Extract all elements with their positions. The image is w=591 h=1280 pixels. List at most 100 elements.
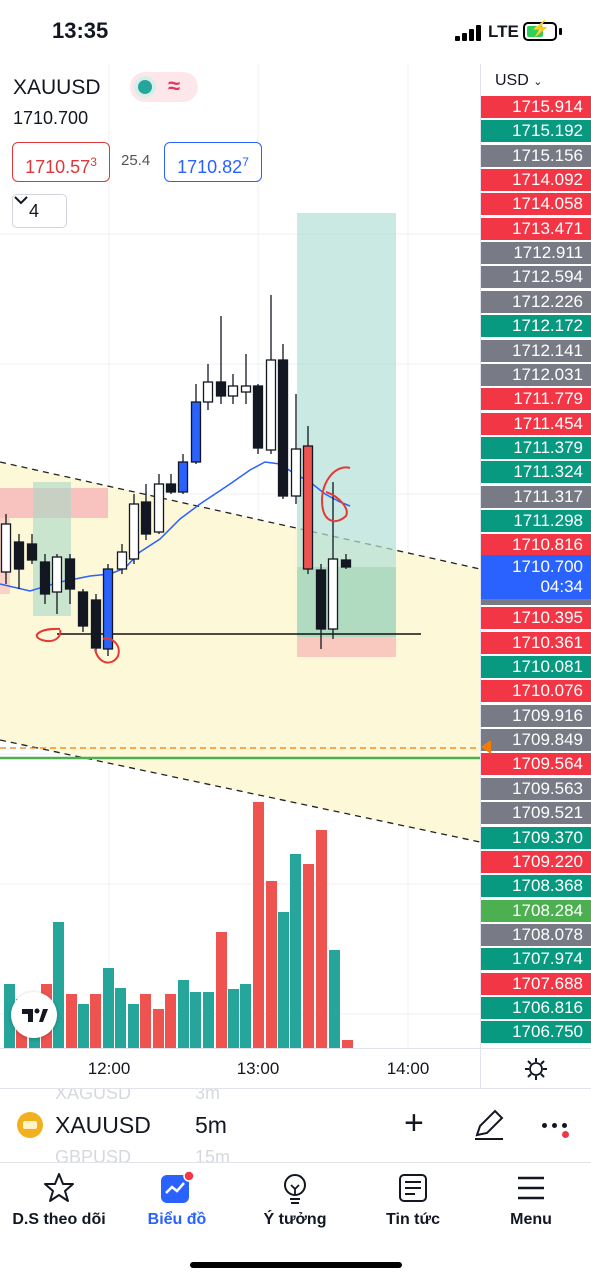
chart-symbol-title[interactable]: XAUUSD: [13, 76, 101, 99]
cellular-signal-icon: [455, 25, 483, 41]
chevron-down-icon: [14, 196, 28, 205]
price-label: 1709.370: [481, 826, 591, 849]
price-label: 1707.974: [481, 948, 591, 971]
price-label: 1709.564: [481, 753, 591, 776]
current-price-label: 1710.700 04:34: [481, 555, 591, 599]
chart-last-price: 1710.700: [13, 108, 89, 128]
time-label: 12:00: [87, 1059, 131, 1078]
chart-canvas[interactable]: XAUUSD ≈ 1710.700 1710.573 25.4 1710.827…: [0, 64, 480, 1048]
price-label: 1710.076: [481, 680, 591, 703]
chevron-down-icon: ⌄: [533, 76, 543, 88]
charging-bolt-icon: ⚡: [530, 21, 550, 38]
price-label: 1711.324: [481, 461, 591, 484]
more-options-icon[interactable]: [542, 1117, 572, 1138]
lightbulb-icon: [284, 1174, 306, 1204]
market-open-icon: [138, 80, 152, 94]
price-label: 1714.092: [481, 169, 591, 192]
tab-news[interactable]: Tin tức: [354, 1171, 472, 1229]
wave-icon: ≈: [168, 73, 181, 98]
market-status-badge[interactable]: ≈: [130, 72, 198, 102]
price-label: 1711.454: [481, 412, 591, 435]
price-label: 1709.521: [481, 802, 591, 825]
demand-zone: [33, 482, 71, 616]
price-label: 1710.361: [481, 631, 591, 654]
price-label: 1715.156: [481, 144, 591, 167]
symbol-toolbar: XAGUSD 3m XAUUSD 5m GBPUSD 15m +: [0, 1088, 591, 1162]
chart-settings-button[interactable]: [480, 1048, 591, 1088]
price-label: 1710.395: [481, 607, 591, 630]
interval-selector[interactable]: 5m: [195, 1112, 227, 1138]
status-bar: 13:35 LTE ⚡: [0, 0, 591, 64]
time-axis[interactable]: 12:00 13:00 14:00: [0, 1048, 480, 1088]
tab-menu[interactable]: Menu: [472, 1171, 590, 1229]
ghost-prev-symbol: XAGUSD: [55, 1088, 132, 1103]
price-label: 1709.849: [481, 729, 591, 752]
position-entry-zone: [297, 567, 396, 637]
price-label: 1709.563: [481, 777, 591, 800]
price-label: 1706.750: [481, 1021, 591, 1044]
price-label: 1711.379: [481, 436, 591, 459]
time-label: 14:00: [386, 1059, 430, 1078]
price-label: 1707.688: [481, 972, 591, 995]
tab-watchlist[interactable]: D.S theo dõi: [0, 1171, 118, 1229]
tab-ideas[interactable]: Ý tưởng: [236, 1171, 354, 1229]
symbol-selector[interactable]: XAUUSD: [55, 1112, 151, 1138]
alert-marker-icon: [481, 740, 491, 754]
indicator-count: 4: [29, 201, 40, 221]
home-indicator: [190, 1262, 402, 1268]
price-label: 1711.298: [481, 509, 591, 532]
chart-svg[interactable]: [0, 64, 480, 1048]
price-label: 1715.192: [481, 120, 591, 143]
price-label: 1715.914: [481, 96, 591, 118]
price-label: 1712.031: [481, 363, 591, 386]
price-label: 1712.141: [481, 339, 591, 362]
price-label: 1708.078: [481, 923, 591, 946]
drawing-pen-icon[interactable]: [472, 1107, 506, 1141]
price-label: 1711.779: [481, 388, 591, 411]
sell-button[interactable]: 1710.573: [12, 142, 110, 182]
gear-icon: [525, 1058, 547, 1080]
menu-icon: [518, 1176, 544, 1200]
battery-icon: [523, 22, 557, 41]
add-button[interactable]: +: [404, 1104, 424, 1142]
volume-bars: [4, 802, 353, 1048]
tradingview-logo-icon[interactable]: [11, 992, 57, 1038]
news-icon: [399, 1174, 427, 1202]
annotation-scribble-left: [35, 627, 62, 642]
chart-icon: [161, 1171, 195, 1203]
candles: [0, 295, 352, 656]
price-label: 1706.816: [481, 996, 591, 1019]
price-scale[interactable]: USD ⌄ 1715.914 1715.192 1715.156 1714.092 17…: [480, 64, 591, 1048]
ghost-next-symbol: GBPUSD: [55, 1147, 132, 1162]
price-label: 1708.284: [481, 899, 591, 922]
status-time: 13:35: [52, 18, 109, 43]
bottom-tab-bar: D.S theo dõi Biểu đồ Ý tưởng Tin tức Men…: [0, 1162, 591, 1280]
star-icon: [44, 1173, 74, 1202]
annotation-scribble-bottom: [94, 637, 120, 664]
position-loss-zone: [297, 637, 396, 657]
price-label: 1711.317: [481, 485, 591, 508]
price-label: 1709.916: [481, 704, 591, 727]
price-label: 1708.368: [481, 875, 591, 898]
price-label: 1712.172: [481, 315, 591, 338]
price-label: 1710.081: [481, 656, 591, 679]
ghost-prev-interval: 3m: [195, 1088, 221, 1103]
annotation-scribble-top: [320, 466, 351, 523]
price-label: 1712.226: [481, 290, 591, 313]
tab-chart[interactable]: Biểu đồ: [118, 1171, 236, 1229]
ghost-next-interval: 15m: [195, 1147, 231, 1162]
network-type: LTE: [488, 22, 519, 41]
price-label: 1710.816: [481, 534, 591, 557]
price-label: 1714.058: [481, 193, 591, 216]
price-label: 1709.220: [481, 850, 591, 873]
indicators-toggle[interactable]: 4: [12, 194, 67, 228]
triangle-upper-line: [0, 461, 480, 570]
time-label: 13:00: [236, 1059, 280, 1078]
spread-value: 25.4: [121, 152, 151, 169]
currency-selector[interactable]: USD ⌄: [495, 72, 543, 89]
price-label: 1712.594: [481, 266, 591, 289]
buy-button[interactable]: 1710.827: [164, 142, 262, 182]
gold-bar-icon: [17, 1112, 43, 1138]
price-label: 1712.911: [481, 242, 591, 265]
price-label: 1713.471: [481, 217, 591, 240]
